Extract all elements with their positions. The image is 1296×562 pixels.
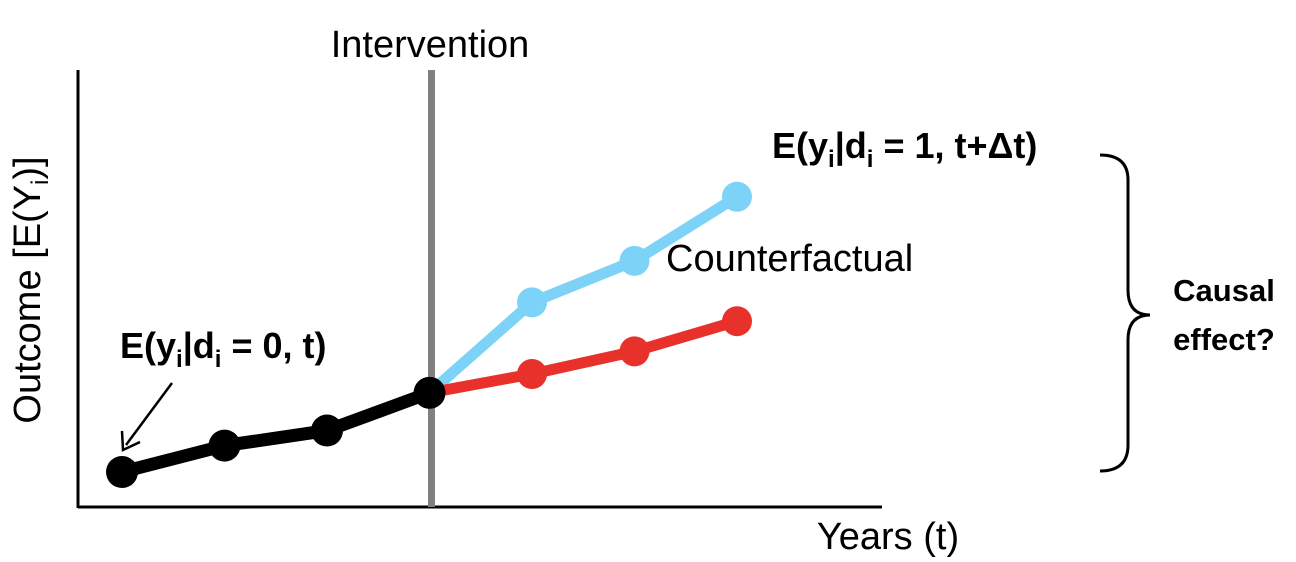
treated-point bbox=[619, 245, 650, 276]
pointer-arrow bbox=[124, 382, 174, 446]
pre-intervention-label: E(yi|di = 0, t) bbox=[120, 325, 326, 373]
counterfactual-connector bbox=[428, 368, 533, 399]
x-axis-label: Years (t) bbox=[817, 516, 959, 558]
pointer-arrowhead bbox=[120, 430, 141, 452]
counterfactual-series bbox=[428, 306, 752, 399]
intervention-label: Intervention bbox=[331, 24, 530, 66]
counterfactual-point bbox=[619, 336, 650, 367]
causal-effect-label-line2: effect? bbox=[1173, 322, 1275, 357]
treated-point bbox=[517, 287, 547, 318]
treated-connector bbox=[425, 298, 536, 397]
causal-effect-brace bbox=[1099, 153, 1151, 473]
treated-label: E(yi|di = 1, t+Δt) bbox=[772, 125, 1037, 173]
causal-effect-label-line1: Causal bbox=[1173, 273, 1275, 308]
counterfactual-point bbox=[517, 358, 547, 389]
treated-point bbox=[722, 181, 752, 212]
pre-intervention-point bbox=[208, 429, 241, 462]
pre-intervention-point bbox=[311, 414, 343, 447]
pre-intervention-series bbox=[106, 376, 446, 488]
treated-series bbox=[425, 181, 752, 397]
pre-intervention-line bbox=[120, 386, 432, 479]
counterfactual-point bbox=[722, 306, 752, 337]
pre-intervention-point bbox=[413, 376, 446, 409]
counterfactual-label: Counterfactual bbox=[666, 238, 913, 280]
y-axis-label: Outcome [E(Yi)] bbox=[7, 156, 54, 423]
pre-intervention-point bbox=[106, 456, 138, 488]
